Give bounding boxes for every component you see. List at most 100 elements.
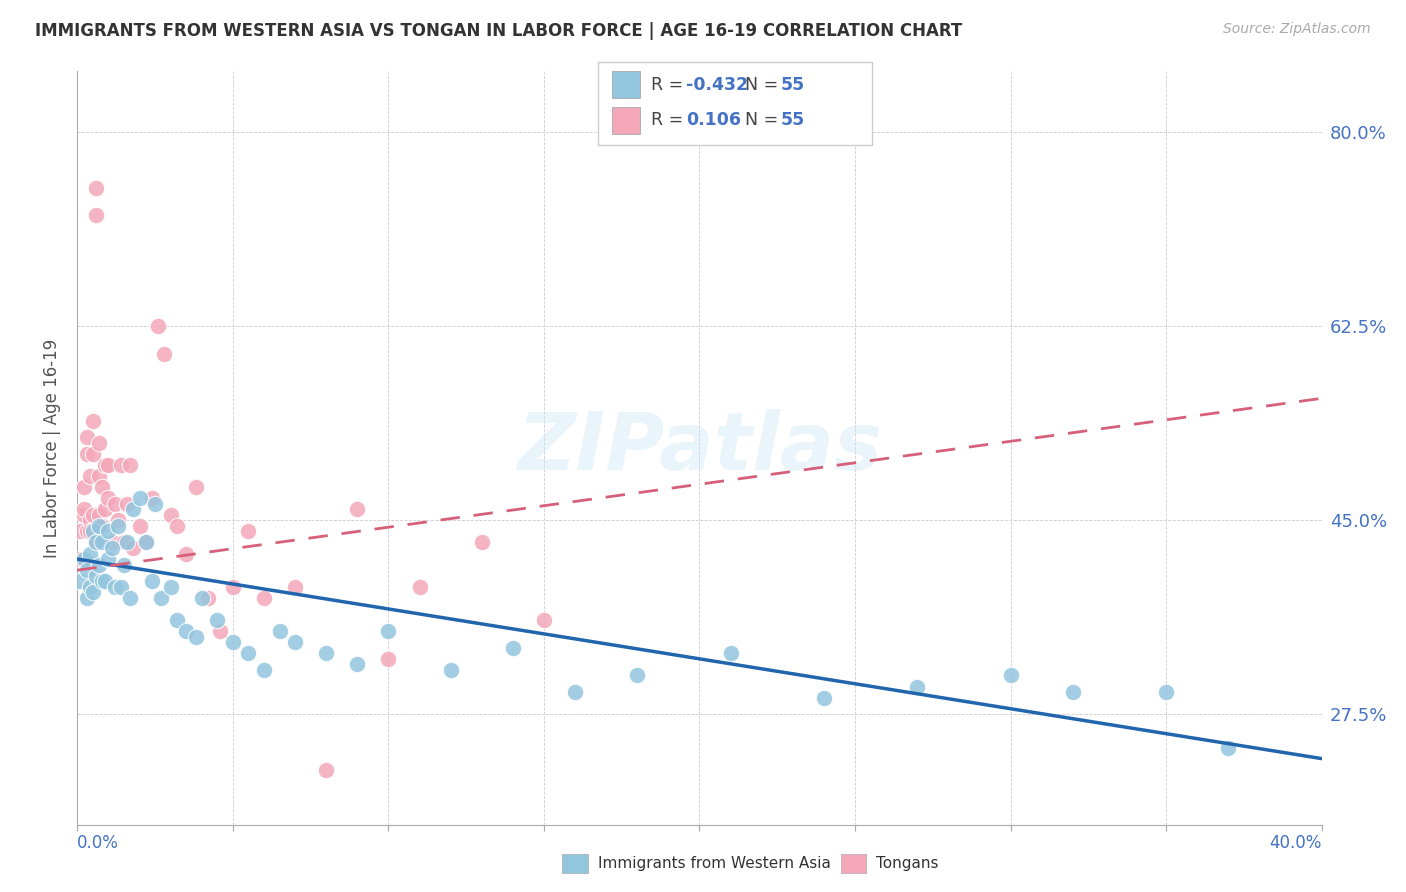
Point [120, 591, 142, 605]
Text: 55: 55 [780, 112, 804, 129]
Point [315, 763, 337, 777]
Point [238, 646, 260, 660]
Point [135, 535, 157, 549]
Point [377, 624, 399, 639]
Point [76, 591, 98, 605]
Point [84, 568, 107, 582]
Point [87, 469, 110, 483]
Point [107, 513, 129, 527]
Point [315, 646, 337, 660]
Point [115, 497, 138, 511]
Point [69, 524, 91, 539]
Point [626, 668, 648, 682]
Point [128, 518, 150, 533]
Point [112, 558, 135, 572]
Point [120, 458, 142, 472]
Text: R =: R = [651, 112, 689, 129]
Point [533, 613, 555, 627]
Point [1154, 685, 1177, 699]
Point [502, 640, 524, 655]
Point [110, 458, 132, 472]
Point [72, 508, 94, 522]
Point [253, 591, 276, 605]
Point [100, 535, 122, 549]
Point [1062, 685, 1084, 699]
Point [253, 663, 276, 677]
Point [82, 447, 104, 461]
Text: 0.106: 0.106 [686, 112, 741, 129]
Point [905, 680, 928, 694]
Point [82, 524, 104, 539]
Point [91, 480, 114, 494]
Point [143, 497, 166, 511]
Point [122, 541, 145, 555]
Point [153, 347, 176, 361]
Point [112, 535, 135, 549]
Point [104, 580, 127, 594]
Point [1000, 668, 1022, 682]
Point [69, 574, 91, 589]
Point [87, 518, 110, 533]
Point [97, 491, 120, 505]
Point [100, 541, 122, 555]
Point [141, 574, 163, 589]
Point [440, 663, 463, 677]
Point [191, 591, 214, 605]
Point [148, 319, 170, 334]
Point [97, 552, 120, 566]
Point [91, 518, 114, 533]
Point [97, 458, 120, 472]
Point [72, 552, 94, 566]
Point [184, 630, 207, 644]
Point [346, 502, 368, 516]
Point [150, 591, 173, 605]
Point [76, 430, 98, 444]
Point [284, 580, 307, 594]
Point [79, 469, 101, 483]
Point [79, 524, 101, 539]
Text: Source: ZipAtlas.com: Source: ZipAtlas.com [1223, 22, 1371, 37]
Point [82, 508, 104, 522]
Text: N =: N = [745, 112, 785, 129]
Point [87, 508, 110, 522]
Text: -0.432: -0.432 [686, 76, 748, 94]
Point [128, 491, 150, 505]
Point [564, 685, 586, 699]
Point [84, 209, 107, 223]
Point [377, 652, 399, 666]
Point [110, 580, 132, 594]
Point [97, 524, 120, 539]
Point [94, 574, 117, 589]
Point [174, 624, 197, 639]
Point [84, 535, 107, 549]
Point [408, 580, 430, 594]
Point [84, 180, 107, 194]
Point [76, 447, 98, 461]
Point [115, 535, 138, 549]
Point [94, 502, 117, 516]
Point [84, 535, 107, 549]
Point [135, 535, 157, 549]
Point [159, 508, 181, 522]
Point [720, 646, 742, 660]
Point [1218, 740, 1240, 755]
Text: N =: N = [745, 76, 785, 94]
Point [207, 613, 229, 627]
Point [159, 580, 181, 594]
Text: 40.0%: 40.0% [1270, 834, 1322, 852]
Text: ZIPatlas: ZIPatlas [517, 409, 882, 487]
Point [69, 552, 91, 566]
Point [72, 480, 94, 494]
Point [79, 513, 101, 527]
Point [471, 535, 494, 549]
Text: 0.0%: 0.0% [77, 834, 120, 852]
Point [197, 591, 219, 605]
Point [813, 690, 835, 705]
Point [122, 502, 145, 516]
Point [284, 635, 307, 649]
Point [79, 547, 101, 561]
Point [104, 497, 127, 511]
Point [238, 524, 260, 539]
Text: Tongans: Tongans [876, 856, 938, 871]
Point [209, 624, 232, 639]
